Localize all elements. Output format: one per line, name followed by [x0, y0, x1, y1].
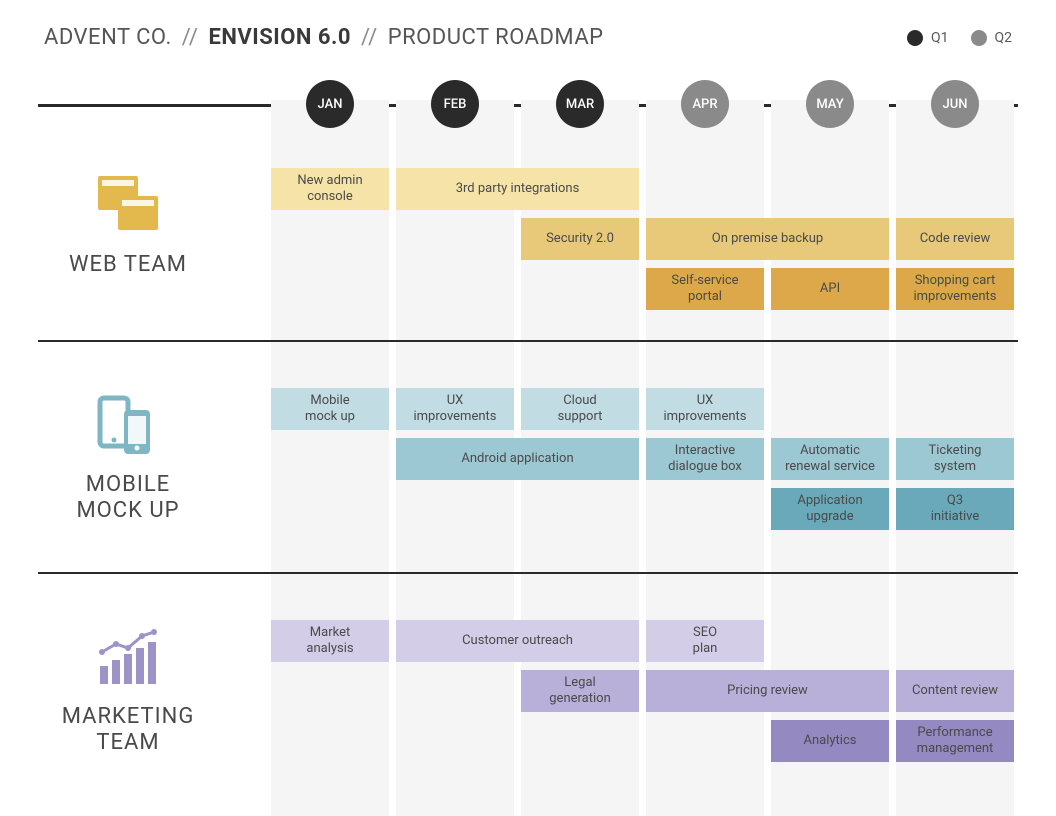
month-marker-mar: MAR — [556, 80, 604, 128]
task-bar: Analytics — [771, 720, 889, 762]
company-name: ADVENT CO. — [44, 25, 172, 50]
header-title: ADVENT CO. // ENVISION 6.0 // PRODUCT RO… — [44, 25, 604, 50]
legend-dot-q1 — [907, 30, 923, 46]
legend: Q1 Q2 — [907, 30, 1012, 46]
team-label: MARKETINGTEAM — [38, 704, 218, 757]
task-bar: Marketanalysis — [271, 620, 389, 662]
team-label: MOBILEMOCK UP — [38, 472, 218, 525]
task-bar: On premise backup — [646, 218, 889, 260]
task-bar: Mobilemock up — [271, 388, 389, 430]
task-bar: New adminconsole — [271, 168, 389, 210]
task-bar: UXimprovements — [646, 388, 764, 430]
legend-q1: Q1 — [907, 30, 949, 46]
task-bar: Cloudsupport — [521, 388, 639, 430]
task-bar: Shopping cartimprovements — [896, 268, 1014, 310]
task-bar: Automaticrenewal service — [771, 438, 889, 480]
page-title: PRODUCT ROADMAP — [388, 25, 604, 50]
legend-label-q1: Q1 — [931, 30, 949, 46]
task-bar: Code review — [896, 218, 1014, 260]
team-label: WEB TEAM — [38, 252, 218, 278]
section-divider — [38, 572, 1018, 574]
task-bar: Android application — [396, 438, 639, 480]
task-bar: API — [771, 268, 889, 310]
task-bar: SEOplan — [646, 620, 764, 662]
task-bar: Q3initiative — [896, 488, 1014, 530]
month-marker-feb: FEB — [431, 80, 479, 128]
task-bar: Self-serviceportal — [646, 268, 764, 310]
product-name: ENVISION 6.0 — [209, 25, 351, 50]
legend-dot-q2 — [971, 30, 987, 46]
team-icon — [94, 172, 164, 244]
month-marker-may: MAY — [806, 80, 854, 128]
task-bar: Interactivedialogue box — [646, 438, 764, 480]
month-marker-apr: APR — [681, 80, 729, 128]
task-bar: 3rd party integrations — [396, 168, 639, 210]
task-bar: Performancemanagement — [896, 720, 1014, 762]
task-bar: UXimprovements — [396, 388, 514, 430]
month-marker-jan: JAN — [306, 80, 354, 128]
task-bar: Security 2.0 — [521, 218, 639, 260]
task-bar: Ticketingsystem — [896, 438, 1014, 480]
task-bar: Applicationupgrade — [771, 488, 889, 530]
team-icon — [94, 624, 166, 696]
team-icon — [94, 392, 158, 464]
task-bar: Content review — [896, 670, 1014, 712]
month-marker-jun: JUN — [931, 80, 979, 128]
legend-label-q2: Q2 — [995, 30, 1013, 46]
task-bar: Customer outreach — [396, 620, 639, 662]
separator: // — [361, 25, 378, 50]
header: ADVENT CO. // ENVISION 6.0 // PRODUCT RO… — [44, 25, 1012, 50]
task-bar: Pricing review — [646, 670, 889, 712]
separator: // — [182, 25, 199, 50]
task-bar: Legalgeneration — [521, 670, 639, 712]
legend-q2: Q2 — [971, 30, 1013, 46]
section-divider — [38, 340, 1018, 342]
